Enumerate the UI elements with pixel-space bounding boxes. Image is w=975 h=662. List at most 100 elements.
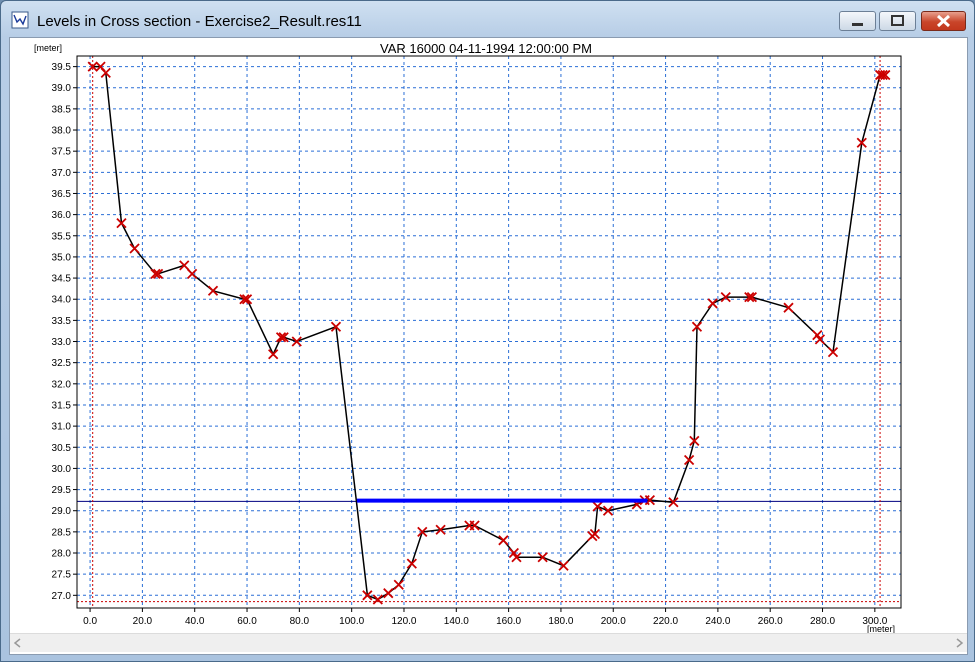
cross-section-chart[interactable]: VAR 16000 04-11-1994 12:00:00 PM [meter]… [10,38,967,634]
data-point-marker [592,501,603,512]
series-layer [87,61,891,605]
data-point-marker [435,524,446,535]
data-point-marker [372,594,383,605]
data-point-marker [100,67,111,79]
data-point-marker [393,579,404,590]
y-tick-label: 29.5 [52,485,72,496]
y-tick-label: 36.0 [52,210,72,221]
y-tick-label: 34.0 [52,295,72,306]
data-point-marker [814,334,826,345]
data-point-marker [537,552,548,563]
scroll-right-icon [956,638,964,648]
data-point-marker [827,346,839,358]
y-axis-label: [meter] [34,43,62,53]
y-tick-label: 30.5 [52,443,72,454]
y-tick-label: 39.5 [52,62,72,73]
y-tick-label: 37.0 [52,168,72,179]
grid [77,56,901,608]
y-tick-label: 36.5 [52,189,72,200]
y-tick-label: 32.0 [52,379,72,390]
y-tick-label: 27.0 [52,591,72,602]
scrollbar-arrows [13,638,964,648]
data-point-marker [239,294,250,305]
data-point-marker [746,291,758,303]
y-tick-label: 31.5 [52,400,72,411]
data-point-marker [783,302,794,313]
data-point-marker [278,332,289,343]
data-point-marker [644,495,656,506]
y-tick-label: 35.0 [52,252,72,263]
reference-lines [77,56,901,608]
data-point-marker [116,217,127,229]
x-tick-label: 60.0 [237,616,257,627]
data-point-marker [511,552,522,563]
tick-labels: 0.0 20.0 40.0 60.0 80.0 100.0 120.0 140.0 160.0 1… [52,62,888,627]
chart-area: VAR 16000 04-11-1994 12:00:00 PM [meter]… [9,37,968,655]
x-tick-label: 160.0 [496,616,521,627]
x-tick-label: 220.0 [653,616,678,627]
data-point-marker [469,520,480,531]
data-point-marker [291,336,302,347]
app-icon[interactable] [11,11,29,29]
title-bar[interactable]: Levels in Cross section - Exercise2_Resu… [1,1,974,37]
window-title: Levels in Cross section - Exercise2_Resu… [37,13,362,30]
data-point-marker [744,291,755,303]
y-tick-label: 30.0 [52,464,72,475]
data-point-marker [720,291,731,303]
x-tick-label: 260.0 [758,616,783,627]
x-tick-label: 300.0 [862,616,887,627]
x-tick-label: 100.0 [339,616,364,627]
data-point-marker [383,588,394,599]
y-tick-label: 38.0 [52,126,72,137]
data-point-marker [150,268,161,279]
y-tick-label: 33.5 [52,316,72,327]
x-axis-label: [meter] [867,624,895,634]
data-point-marker [417,526,428,537]
data-point-marker [689,435,700,447]
data-point-marker [87,61,98,72]
data-point-marker [275,332,287,343]
x-tick-label: 40.0 [185,616,205,627]
x-tick-label: 120.0 [391,616,416,627]
data-point-marker [558,560,569,571]
maximize-button[interactable] [879,11,916,31]
data-point-marker [362,590,373,601]
data-point-marker [152,268,164,279]
y-tick-label: 33.0 [52,337,72,348]
data-point-marker [691,321,703,332]
horizontal-scrollbar[interactable] [10,633,967,652]
plot-frame [76,55,902,609]
close-icon [936,14,951,28]
y-tick-label: 37.5 [52,147,72,158]
minimize-icon [852,23,863,26]
y-tick-label: 27.5 [52,570,72,581]
x-tick-label: 180.0 [548,616,573,627]
x-tick-label: 0.0 [83,616,97,627]
data-point-marker [241,294,253,305]
y-tick-label: 34.5 [52,274,72,285]
y-tick-label: 35.5 [52,231,72,242]
x-tick-label: 80.0 [290,616,310,627]
data-point-marker [207,285,219,296]
data-point-marker [268,349,279,360]
data-point-marker [498,535,509,546]
scroll-left-icon [13,638,21,648]
data-point-marker [602,505,614,516]
x-tick-label: 280.0 [810,616,835,627]
close-button[interactable] [921,11,966,31]
maximize-icon [891,15,904,26]
chart-title: VAR 16000 04-11-1994 12:00:00 PM [380,41,592,56]
data-point-marker [880,69,891,81]
data-point-marker [129,243,140,254]
data-point-marker [683,454,695,466]
cross-section-profile-line [92,65,886,601]
x-tick-label: 140.0 [444,616,469,627]
x-tick-label: 200.0 [601,616,626,627]
x-tick-label: 20.0 [133,616,153,627]
y-tick-label: 28.5 [52,527,72,538]
data-point-marker [406,558,417,569]
minimize-button[interactable] [839,11,876,31]
data-point-marker [589,528,601,540]
data-point-marker [856,137,867,148]
